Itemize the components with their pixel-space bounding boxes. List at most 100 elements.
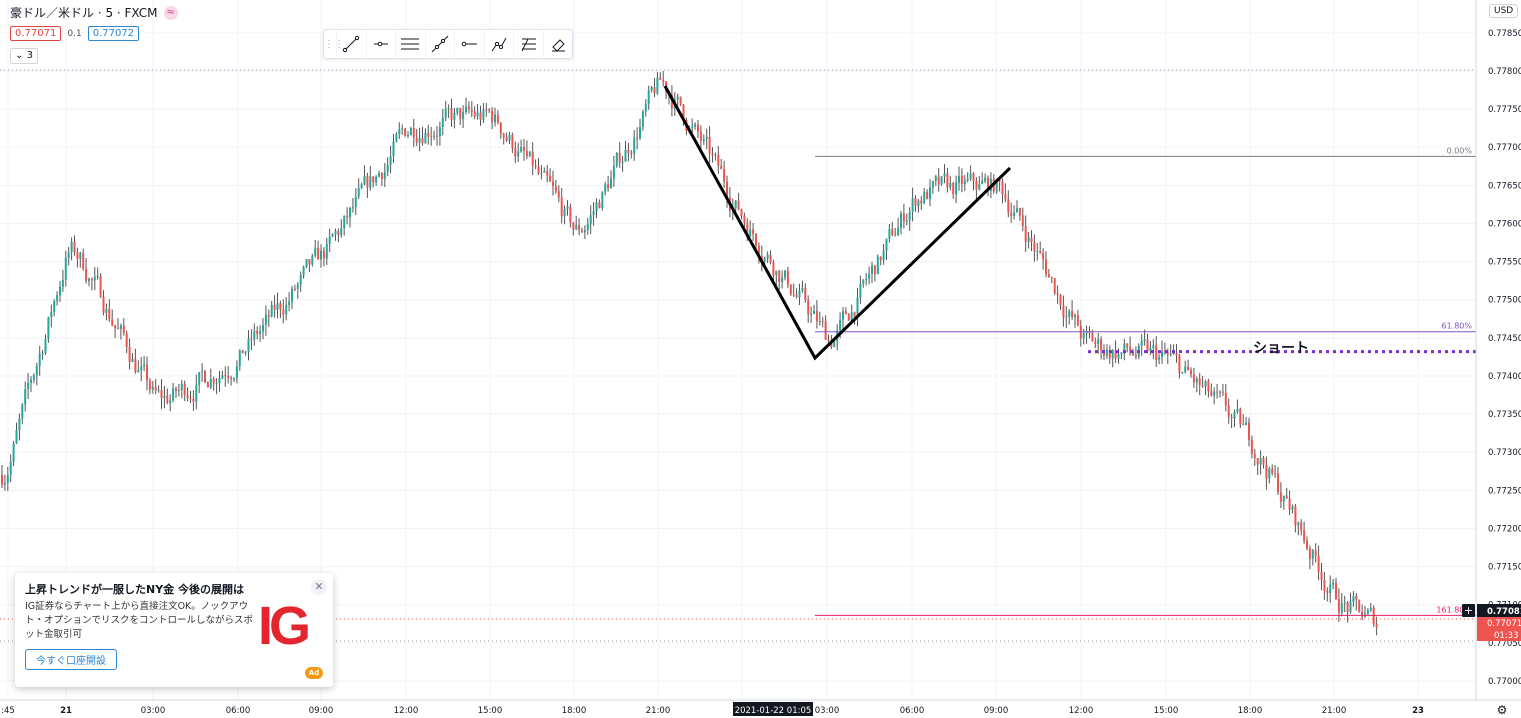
drawing-toolbar: ⋮⋮ [323,29,573,59]
close-icon[interactable]: ✕ [311,579,327,595]
candle-body [125,332,128,347]
time-scale[interactable]: :45 21 03:00 06:00 09:00 12:00 15:00 18:00 21:00… [0,699,1521,718]
candle-body [885,238,888,251]
candle-body [963,180,966,184]
price-scale-background [1476,0,1521,700]
candle-body [1091,333,1094,342]
candle-body [172,388,175,401]
fib-retracement-icon[interactable] [513,30,543,58]
open-account-button[interactable]: 今すぐ口座開設 [25,649,117,670]
candle-body [1155,345,1158,360]
horizontal-line-icon[interactable] [454,30,484,58]
candle-body [891,228,894,236]
price-tick-label: 0.77450 [1488,334,1521,344]
candle-body [27,382,30,390]
path-icon[interactable] [483,30,514,58]
candle-body [204,371,206,383]
candle-body [1021,215,1024,226]
candle-body [1233,411,1236,419]
candle-body [1366,610,1369,614]
candle-body [644,103,647,112]
candle-body [766,254,769,259]
candle-body [1207,380,1210,392]
candle-body [166,395,169,403]
candle-body [79,253,82,259]
eraser-icon[interactable] [542,30,573,58]
candle-body [1303,530,1306,541]
candle-body [308,259,311,265]
time-tick-label: 18:00 [562,706,587,716]
candle-body [517,151,520,157]
extended-line-icon[interactable] [424,30,455,58]
candle-body [859,283,862,298]
candle-body [612,165,615,179]
buy-price-button[interactable]: 0.77072 [87,26,140,41]
drag-handle-icon[interactable]: ⋮⋮ [324,38,344,50]
candle-body [653,87,656,94]
candle-body [447,108,450,110]
currency-badge[interactable]: USD [1489,4,1519,18]
candle-body [1152,345,1155,349]
candle-body [1329,584,1332,593]
candle-body [111,319,114,326]
indicators-toggle[interactable]: ⌄ 3 [10,48,38,64]
market-status-icon[interactable]: ≈ [163,5,178,20]
candle-body [407,135,409,137]
candle-body [679,96,682,105]
trend-line-icon[interactable] [336,30,366,58]
parallel-channel-icon[interactable] [395,30,425,58]
candle-body [375,176,378,183]
ad-banner[interactable]: 上昇トレンドが一服したNY金 今後の展開は IG証券ならチャート上から直接注文O… [15,573,333,687]
candle-body [1250,439,1253,454]
candle-body [99,275,102,297]
price-tick-label: 0.77650 [1488,181,1521,191]
candle-body [1039,250,1042,253]
candle-body [299,275,302,285]
chart-drawings[interactable]: 0.00% 61.80% 161.80% ショート [0,69,1476,642]
candle-body [639,126,641,139]
time-tick-label: 23 [1412,706,1424,716]
candle-body [177,390,180,392]
candle-body [1045,259,1047,274]
candle-body [798,291,801,298]
candle-body [641,111,644,127]
candle-body [508,134,511,141]
candle-body [195,384,198,402]
candle-body [723,169,726,182]
candle-body [9,461,12,476]
candle-body [343,215,346,229]
candle-body [1320,571,1323,580]
sell-price-button[interactable]: 0.77071 [10,26,62,41]
candle-body [1184,366,1187,372]
candle-body [589,215,592,224]
candle-body [180,383,183,391]
candle-body [1201,385,1204,387]
candle-body [256,330,259,334]
price-scale[interactable]: 0.77850 0.77800 0.77750 0.77700 0.77650 0.776… [1462,0,1521,700]
candle-body [708,136,711,154]
candle-body [1082,333,1085,339]
time-tick-label: 15:00 [478,706,503,716]
candle-body [691,126,694,129]
candle-body [218,378,221,384]
candle-body [415,137,418,143]
candle-body [1105,349,1108,356]
settings-gear-icon[interactable]: ⚙ [1497,703,1508,717]
candle-body [873,265,876,275]
candle-body [511,134,514,149]
candle-body [1224,392,1227,406]
zigzag-pattern-line[interactable] [663,85,1012,361]
candle-body [322,250,325,259]
candle-body [264,314,267,325]
candle-body [528,151,531,157]
candle-body [552,181,554,187]
candle-body [282,309,285,315]
time-tick-label: :45 [1,706,15,716]
candle-body [401,128,404,130]
horizontal-ray-icon[interactable] [365,30,396,58]
candle-body [960,175,963,184]
plus-icon[interactable] [1462,604,1475,617]
candle-body [871,265,873,274]
candle-body [459,108,462,119]
candle-body [984,177,987,182]
